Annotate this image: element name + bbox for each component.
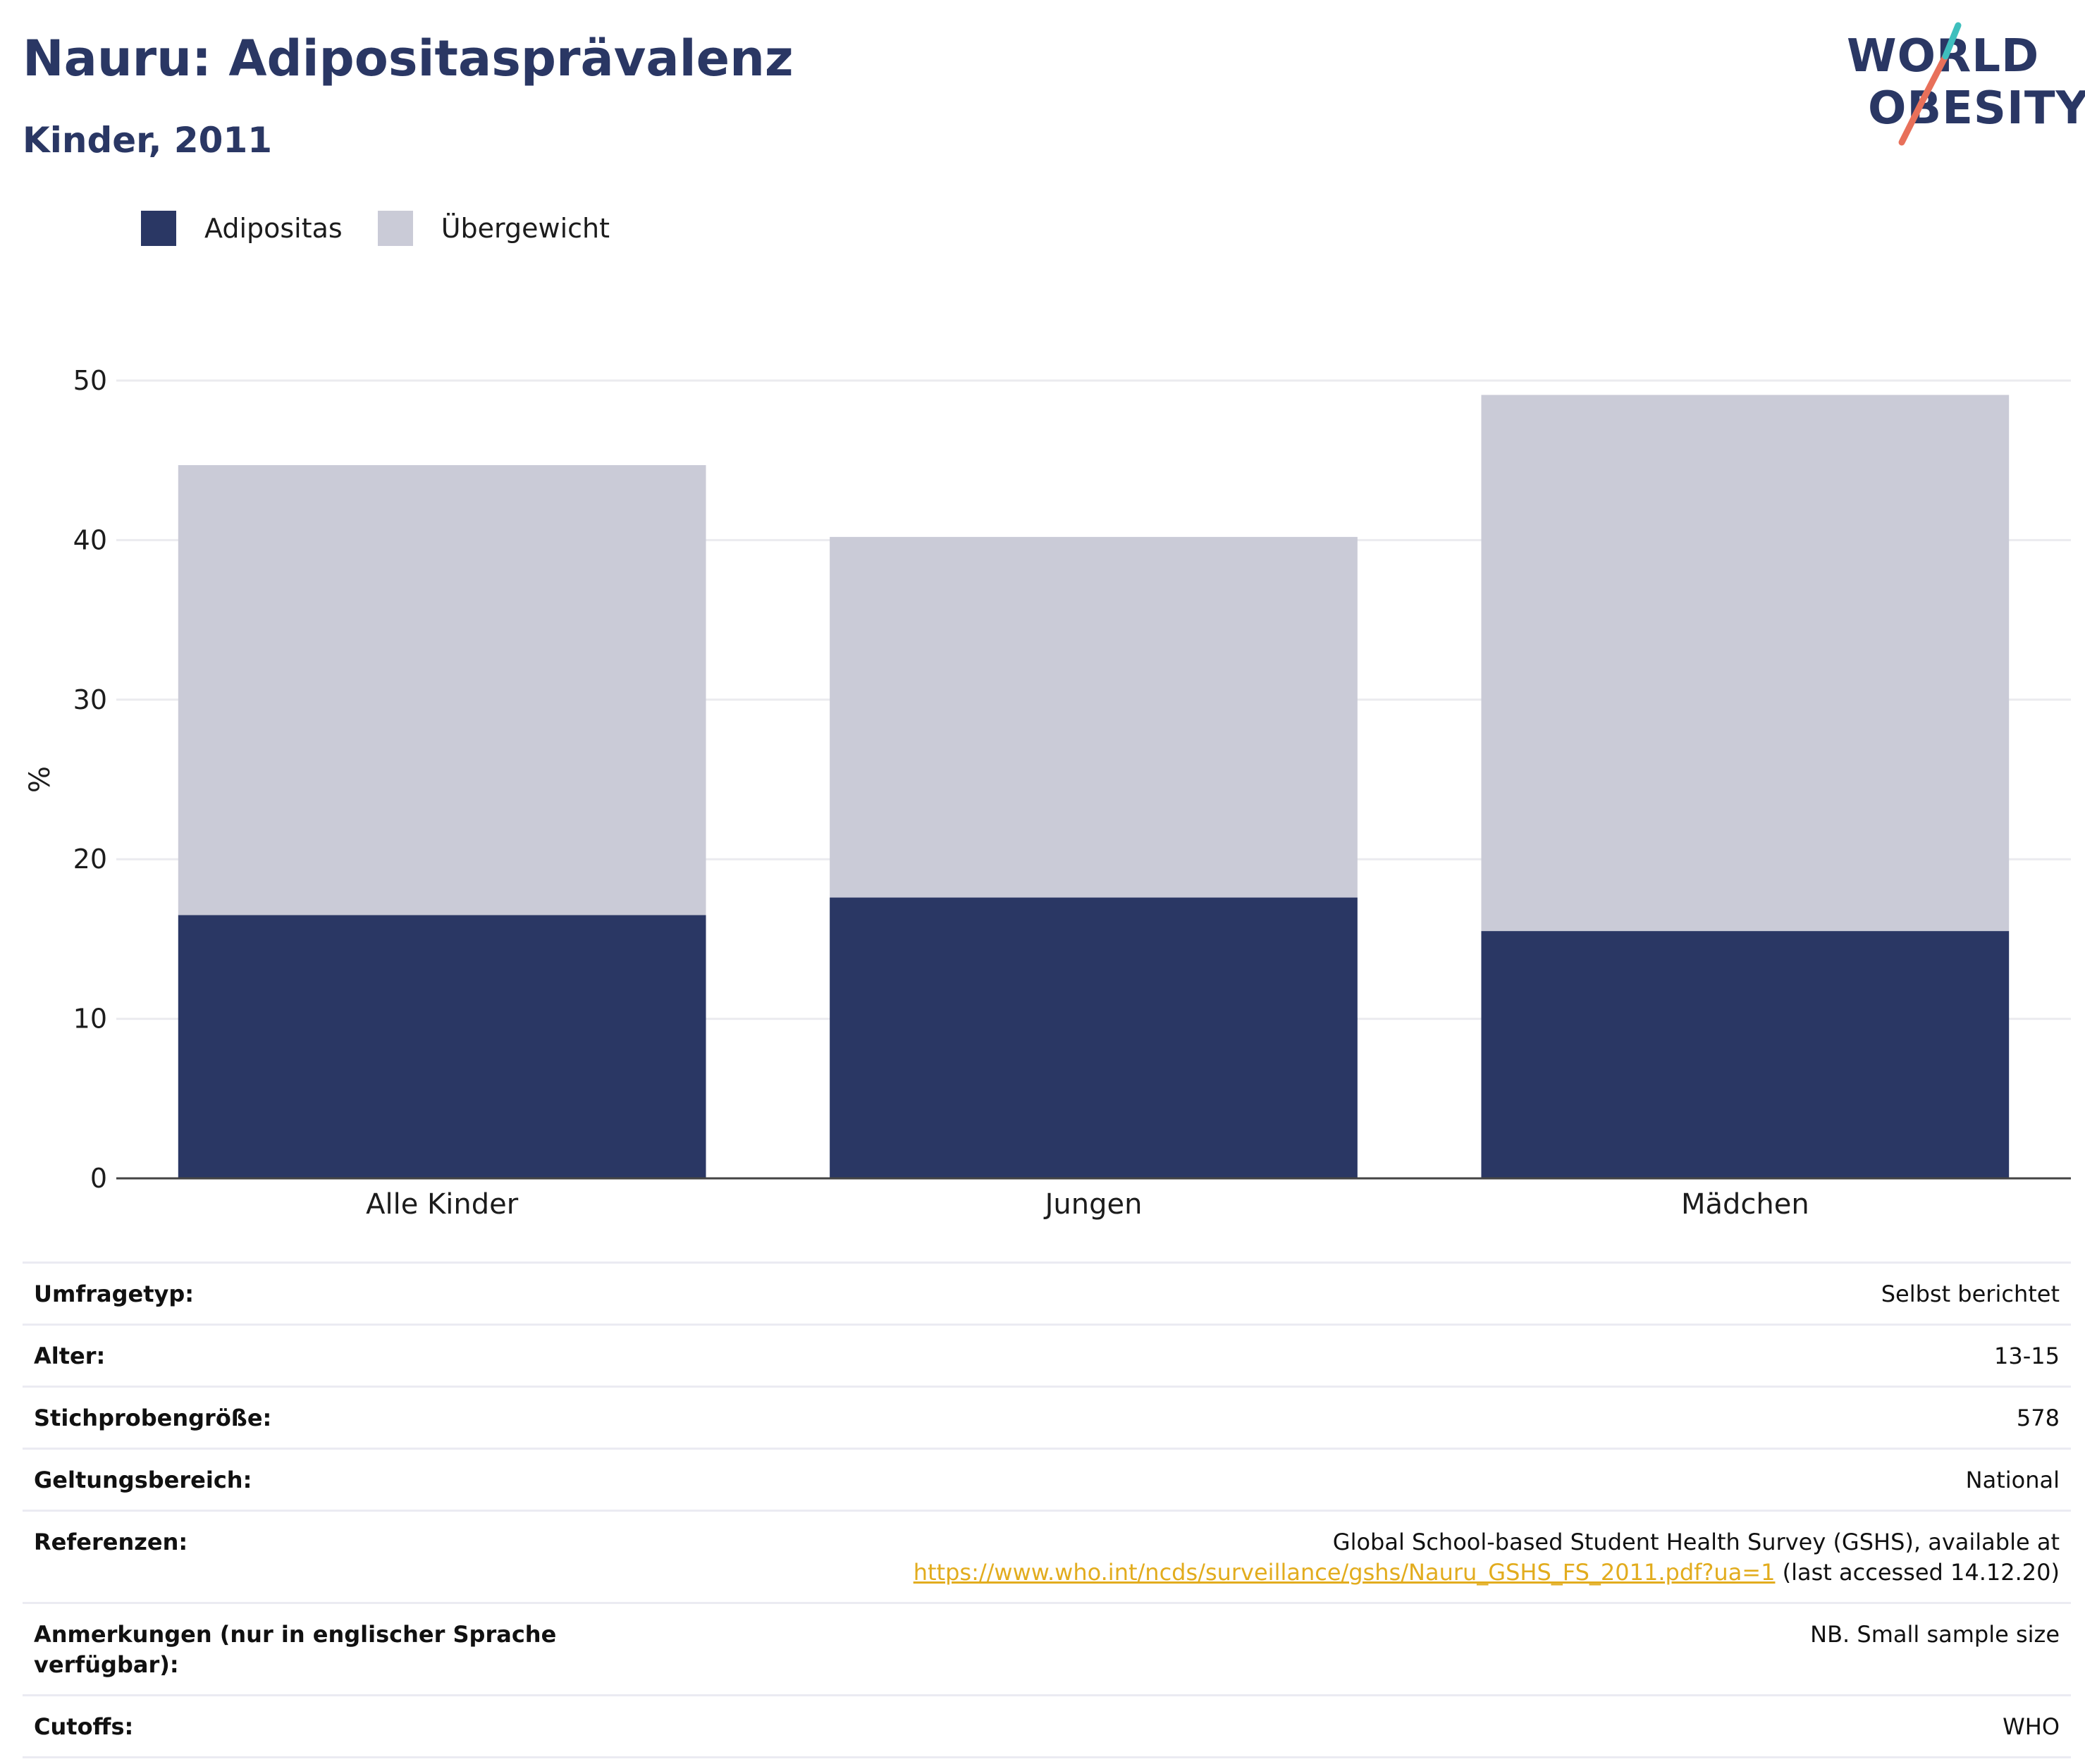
x-tick-label: Jungen <box>1043 1188 1143 1221</box>
survey-info-table: Umfragetyp: Selbst berichtet Alter: 13-1… <box>23 1262 2071 1758</box>
y-axis-label: % <box>24 766 56 793</box>
info-value: 578 <box>2016 1405 2060 1431</box>
y-tick-label: 50 <box>73 365 107 396</box>
bar-uebergewicht-2 <box>1481 395 2010 932</box>
reference-accessed: (last accessed 14.12.20) <box>1775 1559 2060 1586</box>
bar-adipositas-1 <box>830 897 1358 1178</box>
bar-uebergewicht-1 <box>830 536 1358 898</box>
legend-swatch-adipositas <box>141 211 176 246</box>
logo-slash-icon <box>1898 22 1962 146</box>
page-subtitle: Kinder, 2011 <box>23 120 273 161</box>
info-value: Selbst berichtet <box>1881 1281 2060 1307</box>
info-label: Cutoffs: <box>34 1713 134 1740</box>
info-row-umfragetyp: Umfragetyp: Selbst berichtet <box>23 1262 2071 1325</box>
info-row-anmerkungen: Anmerkungen (nur in englischer Sprache v… <box>23 1603 2071 1696</box>
x-tick-label: Alle Kinder <box>366 1188 519 1221</box>
info-label: Referenzen: <box>34 1529 188 1555</box>
info-label: Geltungsbereich: <box>34 1467 252 1493</box>
info-row-cutoffs: Cutoffs: WHO <box>23 1696 2071 1758</box>
bar-adipositas-2 <box>1481 931 2010 1178</box>
bar-adipositas-0 <box>178 915 706 1178</box>
info-value: WHO <box>2003 1713 2060 1740</box>
legend-label-uebergewicht: Übergewicht <box>441 213 610 244</box>
info-label: Umfragetyp: <box>34 1281 195 1307</box>
bar-uebergewicht-0 <box>178 464 706 915</box>
info-value: 13-15 <box>1994 1343 2060 1369</box>
info-row-referenzen: Referenzen: Global School-based Student … <box>23 1511 2071 1603</box>
legend-item-uebergewicht[interactable]: Übergewicht <box>377 211 610 246</box>
info-label: Alter: <box>34 1343 106 1369</box>
info-label: Anmerkungen (nur in englischer Sprache v… <box>34 1621 557 1678</box>
info-value-references: Global School-based Student Health Surve… <box>581 1511 2071 1603</box>
reference-text: Global School-based Student Health Surve… <box>1332 1529 2060 1555</box>
y-tick-label: 30 <box>73 684 107 715</box>
info-value: NB. Small sample size <box>1810 1621 2060 1648</box>
info-row-alter: Alter: 13-15 <box>23 1325 2071 1387</box>
stacked-bar-chart: 0 10 20 30 40 50% Alle Kinder Jungen Mädchen <box>24 365 2071 1221</box>
y-tick-label: 10 <box>73 1004 107 1035</box>
y-tick-label: 0 <box>90 1163 107 1194</box>
info-label: Stichprobengröße: <box>34 1405 272 1431</box>
world-obesity-logo: WORLD OBESITY <box>1840 21 2085 148</box>
info-value: National <box>1965 1467 2060 1493</box>
info-row-geltungsbereich: Geltungsbereich: National <box>23 1449 2071 1511</box>
logo-line-2: OBESITY <box>1868 82 2085 135</box>
info-row-stichprobe: Stichprobengröße: 578 <box>23 1387 2071 1449</box>
legend-item-adipositas[interactable]: Adipositas <box>141 211 343 246</box>
legend-swatch-uebergewicht <box>377 211 413 246</box>
y-tick-label: 40 <box>73 524 107 555</box>
legend-label-adipositas: Adipositas <box>204 213 343 244</box>
page-title: Nauru: Adipositasprävalenz <box>23 30 794 87</box>
reference-link[interactable]: https://www.who.int/ncds/surveillance/gs… <box>913 1559 1776 1586</box>
chart-legend: Adipositas Übergewicht <box>141 209 645 248</box>
y-tick-label: 20 <box>73 844 107 875</box>
x-tick-label: Mädchen <box>1681 1188 1809 1221</box>
